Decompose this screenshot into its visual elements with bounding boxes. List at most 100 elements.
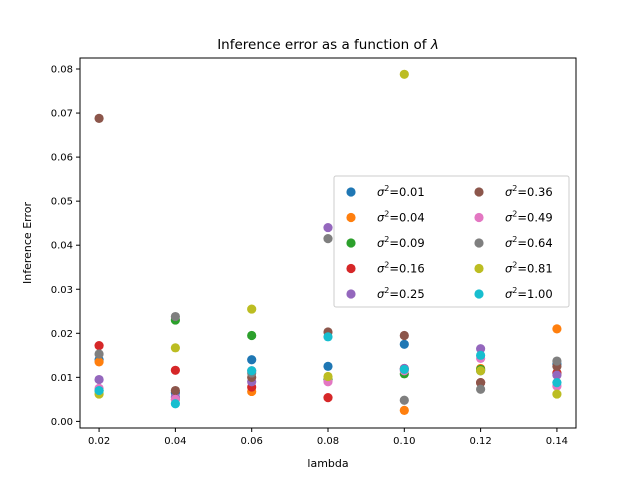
legend-sigma: σ (505, 262, 513, 276)
data-point (170, 365, 180, 375)
data-point (552, 324, 562, 334)
data-point (552, 389, 562, 399)
y-tick-label: 0.01 (51, 373, 73, 384)
legend-sigma: σ (377, 262, 385, 276)
data-point (170, 385, 180, 396)
y-axis-label: Inference Error (21, 202, 34, 284)
legend-superscript: 2 (384, 184, 389, 193)
legend-entry-label: σ2=0.81 (505, 261, 553, 276)
x-tick-label: 0.14 (546, 436, 568, 447)
legend-superscript: 2 (384, 235, 389, 244)
data-point (170, 311, 180, 322)
y-tick-label: 0.08 (51, 65, 73, 76)
legend-value: =1.00 (517, 287, 552, 301)
y-tick-label: 0.07 (51, 109, 73, 120)
legend-sigma: σ (505, 287, 513, 301)
data-point (94, 385, 104, 396)
data-point (476, 344, 486, 354)
legend-marker (474, 263, 484, 274)
data-point (399, 330, 409, 341)
data-point (323, 332, 333, 342)
x-tick-label: 0.08 (317, 436, 339, 447)
x-axis-label: lambda (307, 457, 348, 470)
legend-marker (346, 212, 356, 223)
data-point (552, 370, 562, 380)
legend-entry-label: σ2=0.49 (505, 210, 553, 225)
legend-superscript: 2 (512, 261, 517, 270)
x-tick-label: 0.02 (88, 436, 110, 447)
legend-value: =0.64 (517, 236, 552, 250)
legend-superscript: 2 (512, 235, 517, 244)
legend-value: =0.04 (389, 211, 424, 225)
legend-entry-label: σ2=0.25 (377, 286, 425, 301)
legend-sigma: σ (377, 185, 385, 199)
data-point (476, 378, 486, 388)
data-point (323, 233, 333, 244)
legend-sigma: σ (377, 287, 385, 301)
legend-superscript: 2 (384, 210, 389, 219)
data-point (323, 393, 333, 403)
data-point (399, 364, 409, 375)
legend-sigma: σ (505, 185, 513, 199)
data-point (247, 366, 257, 376)
legend-superscript: 2 (512, 286, 517, 295)
legend: σ2=0.01σ2=0.04σ2=0.09σ2=0.16σ2=0.25σ2=0.… (333, 175, 570, 308)
data-point (476, 350, 486, 360)
legend-value: =0.16 (389, 262, 424, 276)
data-point (399, 339, 409, 349)
legend-sigma: σ (505, 211, 513, 225)
legend-box (333, 175, 570, 308)
data-point (399, 395, 409, 405)
x-tick-label: 0.06 (241, 436, 263, 447)
data-point (552, 356, 562, 366)
data-point (247, 330, 257, 341)
data-point (399, 405, 409, 415)
chart-title-symbol: λ (430, 37, 439, 53)
x-axis: 0.02 0.04 0.06 0.08 0.10 0.12 0.14 (88, 428, 568, 447)
x-tick-label: 0.12 (469, 436, 491, 447)
chart-title-text: Inference error as a function of (217, 37, 428, 53)
data-point (399, 69, 409, 79)
legend-value: =0.81 (517, 262, 552, 276)
y-tick-label: 0.05 (51, 197, 73, 208)
data-point (94, 113, 104, 123)
data-point (323, 361, 333, 371)
legend-marker (474, 289, 484, 299)
legend-marker (346, 187, 356, 197)
data-points (94, 69, 562, 415)
x-tick-label: 0.10 (393, 436, 415, 447)
legend-sigma: σ (505, 236, 513, 250)
legend-entry-label: σ2=1.00 (505, 286, 553, 301)
legend-value: =0.25 (389, 287, 424, 301)
data-point (323, 222, 333, 233)
data-point (94, 357, 104, 367)
y-tick-label: 0.00 (51, 417, 73, 428)
data-point (94, 341, 104, 351)
y-axis: 0.00 0.01 0.02 0.03 0.04 0.05 0.06 0.07 0.08 (51, 65, 80, 428)
legend-value: =0.01 (389, 185, 424, 199)
legend-value: =0.49 (517, 211, 552, 225)
data-point (247, 355, 257, 365)
legend-entry-label: σ2=0.64 (505, 235, 553, 250)
legend-superscript: 2 (512, 210, 517, 219)
legend-marker (346, 238, 356, 248)
data-point (94, 374, 104, 385)
y-tick-label: 0.06 (51, 153, 73, 164)
legend-entry-label: σ2=0.36 (505, 184, 553, 199)
y-tick-label: 0.03 (51, 285, 73, 296)
data-point (94, 349, 104, 359)
legend-marker (346, 289, 356, 299)
legend-entry-label: σ2=0.01 (377, 184, 425, 199)
y-tick-label: 0.02 (51, 329, 73, 340)
legend-marker (346, 263, 356, 274)
legend-value: =0.09 (389, 236, 424, 250)
data-point (247, 304, 257, 314)
chart-title: Inference error as a function of λ (217, 37, 439, 53)
data-point (323, 371, 333, 382)
legend-value: =0.36 (517, 185, 552, 199)
data-point (170, 399, 180, 409)
legend-entry-label: σ2=0.16 (377, 261, 425, 276)
legend-superscript: 2 (384, 261, 389, 270)
x-tick-label: 0.04 (164, 436, 186, 447)
